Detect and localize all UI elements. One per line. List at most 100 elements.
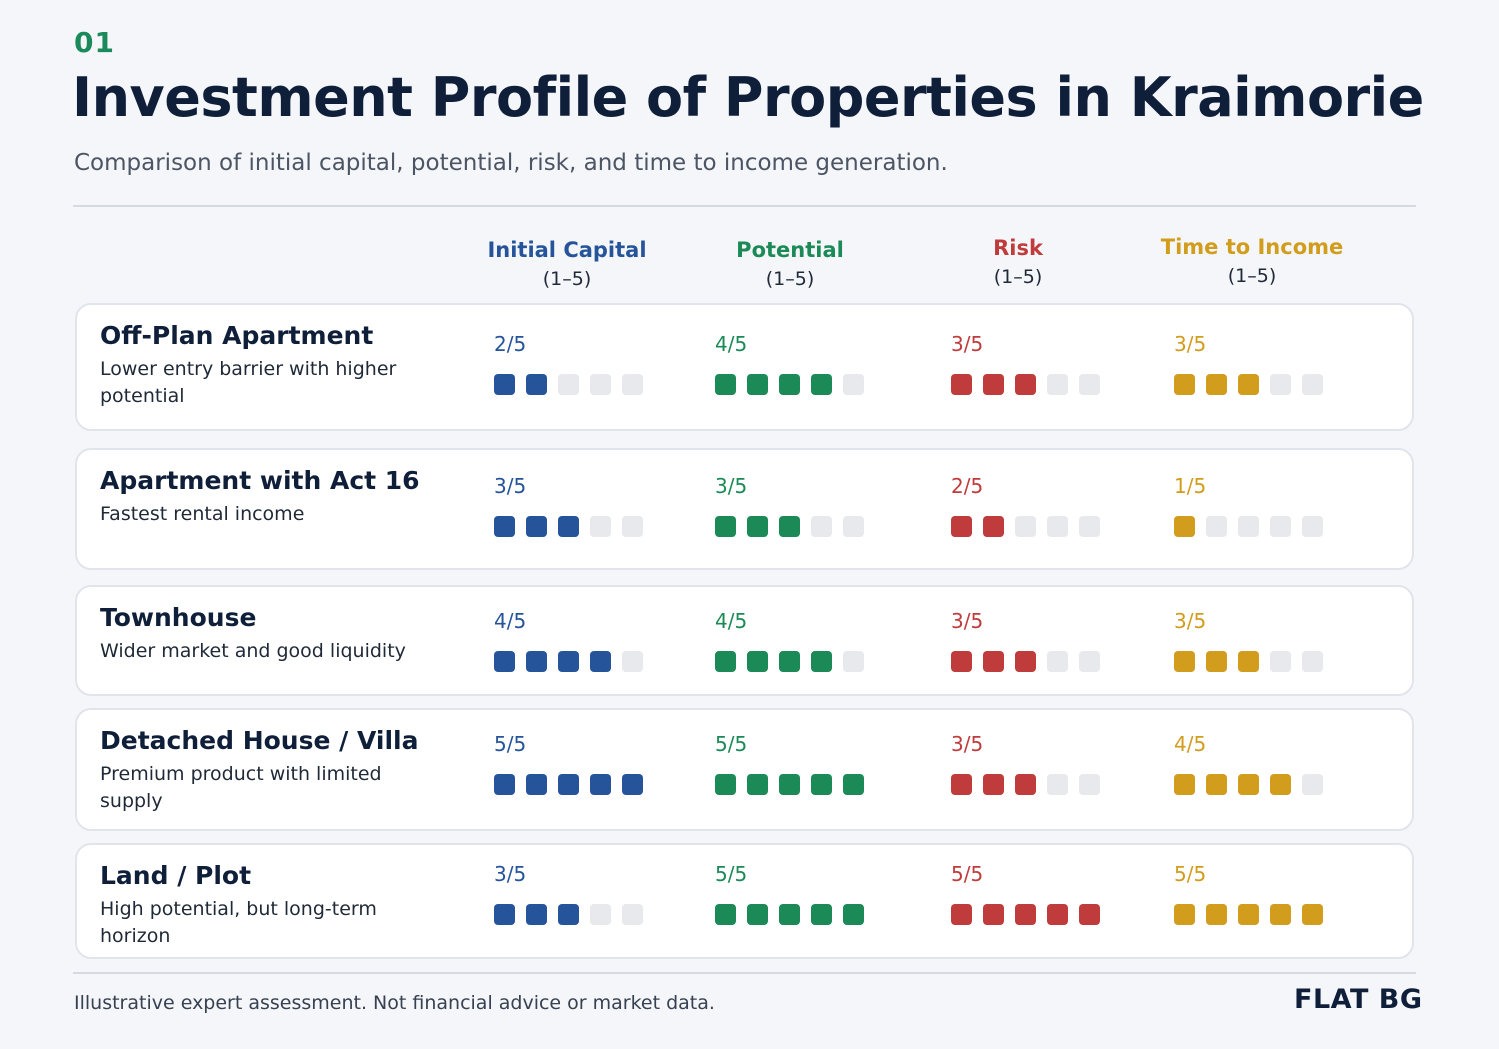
rating-square-filled: [1015, 651, 1036, 672]
rating-square-filled: [526, 651, 547, 672]
column-header-time-to-income: Time to Income (1–5): [1132, 235, 1372, 287]
rating-square-filled: [715, 651, 736, 672]
score-time-to-income: 1/5: [1174, 474, 1394, 537]
score-label: 5/5: [715, 732, 748, 756]
property-description: Fastest rental income: [100, 503, 305, 525]
column-header-scale: (1–5): [765, 268, 815, 290]
rating-square-filled: [747, 374, 768, 395]
column-header-risk: Risk (1–5): [898, 236, 1138, 288]
rating-square-filled: [715, 374, 736, 395]
rating-square-filled: [951, 374, 972, 395]
score-label: 3/5: [1174, 609, 1207, 633]
rating-square-filled: [1015, 374, 1036, 395]
rating-square-filled: [558, 904, 579, 925]
property-row: Land / Plot High potential, but long-term…: [75, 843, 1414, 959]
property-row: Detached House / Villa Premium product wi…: [75, 708, 1414, 831]
rating-square-filled: [779, 904, 800, 925]
score-label: 4/5: [494, 609, 527, 633]
rating-square-filled: [1015, 904, 1036, 925]
rating-square-filled: [715, 516, 736, 537]
property-name: Apartment with Act 16: [100, 466, 420, 495]
score-initial-capital: 4/5: [494, 609, 714, 672]
rating-square-filled: [1206, 651, 1227, 672]
rating-square-empty: [1079, 516, 1100, 537]
rating-square-filled: [951, 651, 972, 672]
rating-square-empty: [1302, 374, 1323, 395]
rating-square-empty: [1015, 516, 1036, 537]
column-header-name: Risk: [993, 236, 1043, 260]
header-divider: [73, 205, 1416, 207]
score-label: 1/5: [1174, 474, 1207, 498]
score-time-to-income: 3/5: [1174, 609, 1394, 672]
rating-square-filled: [1206, 774, 1227, 795]
rating-square-filled: [1174, 774, 1195, 795]
rating-square-filled: [526, 516, 547, 537]
rating-square-empty: [843, 651, 864, 672]
score-potential: 5/5: [715, 732, 935, 795]
rating-square-filled: [1206, 374, 1227, 395]
rating-square-empty: [811, 516, 832, 537]
score-potential: 5/5: [715, 862, 935, 925]
rating-square-filled: [526, 774, 547, 795]
rating-square-filled: [1238, 374, 1259, 395]
property-description: Premium product with limited supply: [100, 763, 382, 812]
rating-square-empty: [558, 374, 579, 395]
rating-square-empty: [1238, 516, 1259, 537]
score-potential: 4/5: [715, 332, 935, 395]
column-header-name: Potential: [736, 238, 844, 262]
rating-square-empty: [622, 374, 643, 395]
rating-square-filled: [1015, 774, 1036, 795]
rating-square-filled: [983, 774, 1004, 795]
rating-square-filled: [747, 774, 768, 795]
score-potential: 4/5: [715, 609, 935, 672]
score-label: 3/5: [951, 732, 984, 756]
rating-square-filled: [715, 774, 736, 795]
rating-square-empty: [1206, 516, 1227, 537]
score-label: 5/5: [951, 862, 984, 886]
rating-square-empty: [843, 516, 864, 537]
property-description: High potential, but long-term horizon: [100, 898, 377, 947]
rating-square-filled: [558, 651, 579, 672]
rating-square-filled: [1238, 774, 1259, 795]
rating-square-filled: [951, 904, 972, 925]
rating-square-filled: [1206, 904, 1227, 925]
score-label: 5/5: [494, 732, 527, 756]
footnote: Illustrative expert assessment. Not fina…: [74, 992, 715, 1014]
rating-square-filled: [983, 904, 1004, 925]
rating-square-filled: [779, 374, 800, 395]
score-risk: 3/5: [951, 609, 1171, 672]
score-label: 3/5: [951, 609, 984, 633]
property-description: Lower entry barrier with higher potentia…: [100, 358, 397, 407]
rating-square-filled: [811, 774, 832, 795]
score-label: 4/5: [1174, 732, 1207, 756]
rating-square-filled: [526, 904, 547, 925]
score-risk: 3/5: [951, 732, 1171, 795]
brand-logo: FLAT BG: [1294, 984, 1423, 1015]
score-initial-capital: 3/5: [494, 862, 714, 925]
score-time-to-income: 4/5: [1174, 732, 1394, 795]
property-name: Off-Plan Apartment: [100, 321, 374, 350]
property-row: Apartment with Act 16 Fastest rental inco…: [75, 448, 1414, 570]
rating-square-empty: [1302, 651, 1323, 672]
column-header-scale: (1–5): [1227, 265, 1277, 287]
rating-square-filled: [811, 904, 832, 925]
score-label: 3/5: [951, 332, 984, 356]
column-header-scale: (1–5): [542, 268, 592, 290]
rating-square-filled: [779, 651, 800, 672]
rating-square-filled: [983, 651, 1004, 672]
score-label: 2/5: [494, 332, 527, 356]
rating-square-filled: [1238, 651, 1259, 672]
rating-square-filled: [1238, 904, 1259, 925]
rating-square-filled: [1079, 904, 1100, 925]
rating-square-filled: [779, 516, 800, 537]
rating-square-empty: [1270, 651, 1291, 672]
section-number: 01: [74, 26, 115, 59]
rating-square-filled: [843, 774, 864, 795]
rating-square-empty: [843, 374, 864, 395]
rating-square-empty: [622, 904, 643, 925]
score-label: 3/5: [494, 474, 527, 498]
column-header-scale: (1–5): [993, 266, 1043, 288]
score-risk: 3/5: [951, 332, 1171, 395]
score-label: 2/5: [951, 474, 984, 498]
rating-square-empty: [1302, 516, 1323, 537]
